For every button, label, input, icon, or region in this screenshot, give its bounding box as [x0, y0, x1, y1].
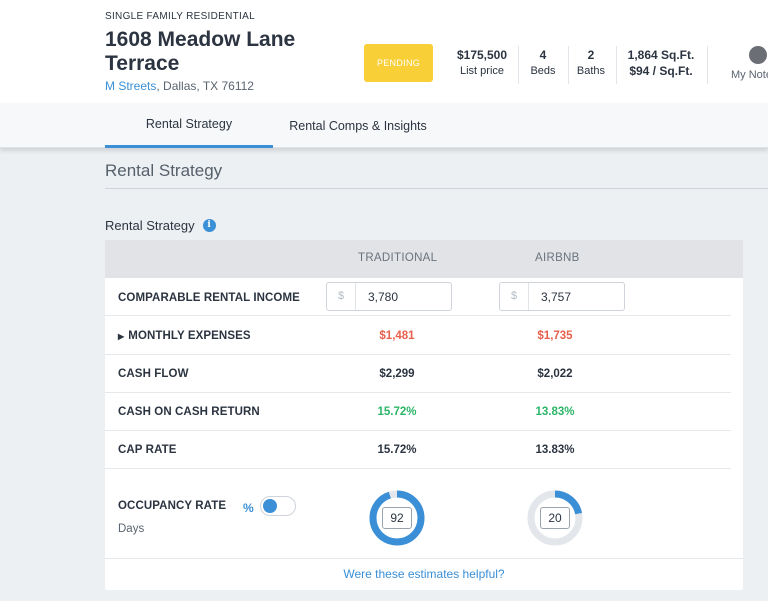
row-label-occupancy: OCCUPANCY RATE [118, 500, 227, 512]
helpful-feedback-link[interactable]: Were these estimates helpful? [343, 567, 505, 581]
row-label-coc: CASH ON CASH RETURN [118, 406, 260, 418]
traditional-coc: 15.72% [377, 406, 417, 418]
my-notes-label[interactable]: My Notes [731, 69, 768, 81]
caret-right-icon[interactable]: ▶ [118, 332, 125, 341]
property-title: 1608 Meadow Lane Terrace [105, 28, 296, 75]
neighborhood-link[interactable]: M Streets [105, 79, 157, 93]
airbnb-expenses: $1,735 [537, 330, 573, 342]
airbnb-income-value[interactable]: 3,757 [541, 289, 572, 304]
list-price-stat: $175,500 List price [446, 47, 518, 79]
sqft-value: 1,864 Sq.Ft. [627, 48, 695, 62]
beds-value: 4 [539, 48, 547, 62]
traditional-cap-rate: 15.72% [377, 444, 417, 456]
list-price-value: $175,500 [456, 48, 508, 62]
subsection-title: Rental Strategy i [105, 218, 216, 233]
baths-label: Baths [576, 65, 606, 77]
info-icon[interactable]: i [202, 219, 216, 232]
table-header: TRADITIONAL AIRBNB [105, 240, 743, 278]
currency-symbol: $ [327, 283, 356, 310]
occupancy-unit-toggle[interactable] [260, 496, 296, 516]
traditional-income-value[interactable]: 3,780 [368, 289, 399, 304]
address-text: , Dallas, TX 76112 [156, 79, 254, 93]
column-header-traditional: TRADITIONAL [358, 252, 438, 264]
traditional-expenses: $1,481 [379, 330, 415, 342]
row-label-cash-flow: CASH FLOW [118, 368, 189, 380]
price-per-sqft: $94 / Sq.Ft. [629, 64, 693, 78]
list-price-label: List price [459, 65, 505, 77]
property-type: SINGLE FAMILY RESIDENTIAL [105, 11, 255, 22]
stat-divider [518, 46, 519, 84]
airbnb-occupancy-donut [527, 490, 583, 546]
my-notes-icon[interactable] [749, 46, 767, 64]
airbnb-income-input[interactable]: $ 3,757 [499, 282, 625, 311]
row-label-expenses[interactable]: ▶ MONTHLY EXPENSES [118, 330, 251, 342]
tab-bar: Rental Strategy Rental Comps & Insights [0, 103, 768, 148]
airbnb-coc: 13.83% [535, 406, 575, 418]
airbnb-occupancy-value: 20 [540, 507, 570, 529]
table-row: COMPARABLE RENTAL INCOME $ 3,780 $ 3,757 [105, 278, 731, 316]
stat-divider [616, 46, 617, 84]
currency-symbol: $ [500, 283, 529, 310]
tab-rental-comps[interactable]: Rental Comps & Insights [289, 118, 427, 133]
traditional-cash-flow: $2,299 [379, 368, 415, 380]
traditional-income-input[interactable]: $ 3,780 [326, 282, 452, 311]
beds-label: Beds [530, 65, 556, 77]
property-header: SINGLE FAMILY RESIDENTIAL 1608 Meadow La… [0, 0, 768, 103]
table-row: CASH FLOW $2,299 $2,022 [105, 355, 731, 393]
row-label-expenses-text: MONTHLY EXPENSES [128, 330, 251, 342]
card-footer-divider [105, 558, 743, 559]
baths-stat: 2 Baths [570, 47, 612, 79]
donut-arc [527, 490, 583, 546]
traditional-occupancy-donut [369, 490, 425, 546]
rental-strategy-card: TRADITIONAL AIRBNB COMPARABLE RENTAL INC… [105, 240, 743, 590]
airbnb-cash-flow: $2,022 [537, 368, 573, 380]
stat-divider [707, 46, 708, 84]
traditional-occupancy-value: 92 [382, 507, 412, 529]
status-badge: PENDING [364, 44, 433, 82]
stat-divider [568, 46, 569, 84]
percent-toggle-label: % [243, 501, 254, 515]
section-divider [105, 188, 768, 189]
table-row: CAP RATE 15.72% 13.83% [105, 431, 731, 469]
section-title: Rental Strategy [105, 161, 223, 180]
baths-value: 2 [587, 48, 595, 62]
sqft-stat: 1,864 Sq.Ft. $94 / Sq.Ft. [621, 47, 701, 79]
days-label: Days [118, 523, 145, 535]
tab-rental-strategy[interactable]: Rental Strategy [105, 103, 273, 148]
table-row: CASH ON CASH RETURN 15.72% 13.83% [105, 393, 731, 431]
column-header-airbnb: AIRBNB [535, 252, 580, 264]
donut-arc [369, 490, 425, 546]
table-row[interactable]: ▶ MONTHLY EXPENSES $1,481 $1,735 [105, 317, 731, 355]
toggle-knob [263, 499, 277, 513]
row-label-cap-rate: CAP RATE [118, 444, 177, 456]
beds-stat: 4 Beds [522, 47, 564, 79]
airbnb-cap-rate: 13.83% [535, 444, 575, 456]
subsection-title-text: Rental Strategy [105, 218, 195, 233]
property-address: M Streets, Dallas, TX 76112 [105, 79, 254, 93]
row-label-income: COMPARABLE RENTAL INCOME [118, 292, 300, 304]
